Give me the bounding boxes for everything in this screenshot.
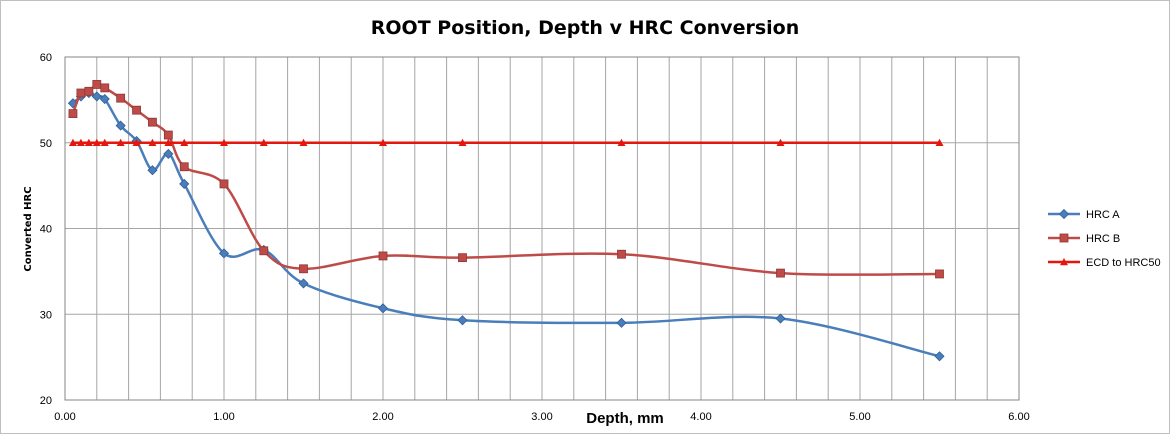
data-point-hrc-a xyxy=(115,120,126,131)
data-point-ecd-to-hrc50 xyxy=(76,138,85,146)
data-point-ecd-to-hrc50 xyxy=(259,138,268,146)
data-point-ecd-to-hrc50 xyxy=(180,138,189,146)
data-point-ecd-to-hrc50 xyxy=(84,138,93,146)
series xyxy=(67,80,945,362)
data-point-hrc-a xyxy=(616,317,627,328)
data-point-hrc-a xyxy=(934,351,945,362)
data-point-hrc-b xyxy=(219,179,229,189)
data-point-hrc-b xyxy=(132,105,141,115)
series-hrc-a xyxy=(67,87,945,362)
data-point-hrc-b xyxy=(68,109,78,118)
series-line-hrc-b xyxy=(71,83,940,277)
data-point-ecd-to-hrc50 xyxy=(92,138,101,146)
legend-marker-ecd-to-hrc50 xyxy=(1060,258,1068,266)
legend-item-ecd-to-hrc50: ECD to HRC50 xyxy=(1048,257,1161,269)
data-point-hrc-b xyxy=(100,83,110,93)
data-point-ecd-to-hrc50 xyxy=(148,138,157,146)
x-tick-label: 5.00 xyxy=(849,411,870,423)
series-ecd-to-hrc50 xyxy=(68,138,944,146)
x-axis-label: Depth, mm xyxy=(586,410,664,427)
legend-marker-hrc-a xyxy=(1058,208,1070,220)
x-tick-label: 2.00 xyxy=(372,411,393,423)
y-tick-label: 30 xyxy=(40,309,52,321)
data-point-hrc-a xyxy=(377,303,389,314)
data-point-hrc-b xyxy=(259,246,269,256)
y-tick-label: 60 xyxy=(40,52,52,64)
data-point-ecd-to-hrc50 xyxy=(935,138,944,146)
data-point-ecd-to-hrc50 xyxy=(299,138,308,146)
x-tick-label: 4.00 xyxy=(690,411,711,423)
legend-label-hrc-b: HRC B xyxy=(1086,233,1120,245)
legend-marker-hrc-b xyxy=(1059,233,1069,243)
data-point-hrc-b xyxy=(163,130,173,140)
data-point-ecd-to-hrc50 xyxy=(379,138,387,146)
data-point-hrc-b xyxy=(84,86,94,96)
y-tick-label: 50 xyxy=(40,138,52,150)
data-point-hrc-b xyxy=(378,251,388,261)
chart-title: ROOT Position, Depth v HRC Conversion xyxy=(371,17,799,39)
data-point-hrc-a xyxy=(775,313,786,324)
legend-item-hrc-b: HRC B xyxy=(1048,233,1120,245)
data-point-hrc-b xyxy=(617,249,626,259)
data-point-hrc-b xyxy=(299,264,308,274)
data-point-hrc-b xyxy=(458,253,467,263)
legend-item-hrc-a: HRC A xyxy=(1048,208,1120,221)
grid xyxy=(64,56,1020,401)
legend-label-hrc-a: HRC A xyxy=(1086,209,1120,221)
data-point-ecd-to-hrc50 xyxy=(132,138,141,146)
data-point-hrc-a xyxy=(99,93,110,105)
series-line-hrc-a xyxy=(72,91,940,358)
data-point-hrc-b xyxy=(92,80,102,89)
plot-area-border xyxy=(64,56,1020,401)
axes: 0.00 1.00 2.00 3.00 4.00 5.00 6.00 20 30 40 50 60 xyxy=(40,52,1030,423)
data-point-hrc-a xyxy=(147,165,158,176)
data-point-ecd-to-hrc50 xyxy=(164,138,173,146)
data-point-ecd-to-hrc50 xyxy=(458,138,467,146)
data-point-ecd-to-hrc50 xyxy=(68,138,77,146)
series-hrc-b xyxy=(68,80,944,279)
x-tick-label: 0.00 xyxy=(54,411,75,423)
data-point-hrc-a xyxy=(91,91,102,102)
data-point-hrc-b xyxy=(76,88,86,98)
data-point-hrc-b xyxy=(116,93,126,103)
data-point-hrc-a xyxy=(457,315,468,326)
x-tick-label: 6.00 xyxy=(1008,411,1029,423)
legend: HRC A HRC B ECD to HRC50 xyxy=(1048,208,1161,269)
x-tick-label: 3.00 xyxy=(531,411,552,423)
data-point-hrc-a xyxy=(179,178,190,189)
data-point-hrc-b xyxy=(776,268,785,278)
data-point-ecd-to-hrc50 xyxy=(617,138,626,146)
data-point-ecd-to-hrc50 xyxy=(116,138,125,146)
y-tick-label: 20 xyxy=(40,395,52,407)
data-point-hrc-a xyxy=(163,148,174,159)
y-tick-label: 40 xyxy=(40,224,52,236)
x-tick-label: 1.00 xyxy=(213,411,234,423)
data-point-hrc-b xyxy=(148,117,157,127)
data-point-ecd-to-hrc50 xyxy=(100,138,109,146)
data-point-hrc-a xyxy=(218,248,230,259)
legend-label-ecd-to-hrc50: ECD to HRC50 xyxy=(1086,257,1161,269)
data-point-hrc-b xyxy=(935,269,944,279)
data-point-hrc-a xyxy=(298,278,309,289)
data-point-ecd-to-hrc50 xyxy=(776,138,785,146)
data-point-ecd-to-hrc50 xyxy=(220,138,228,146)
y-axis-label: Converted HRC xyxy=(23,186,34,271)
data-point-hrc-b xyxy=(179,162,189,172)
